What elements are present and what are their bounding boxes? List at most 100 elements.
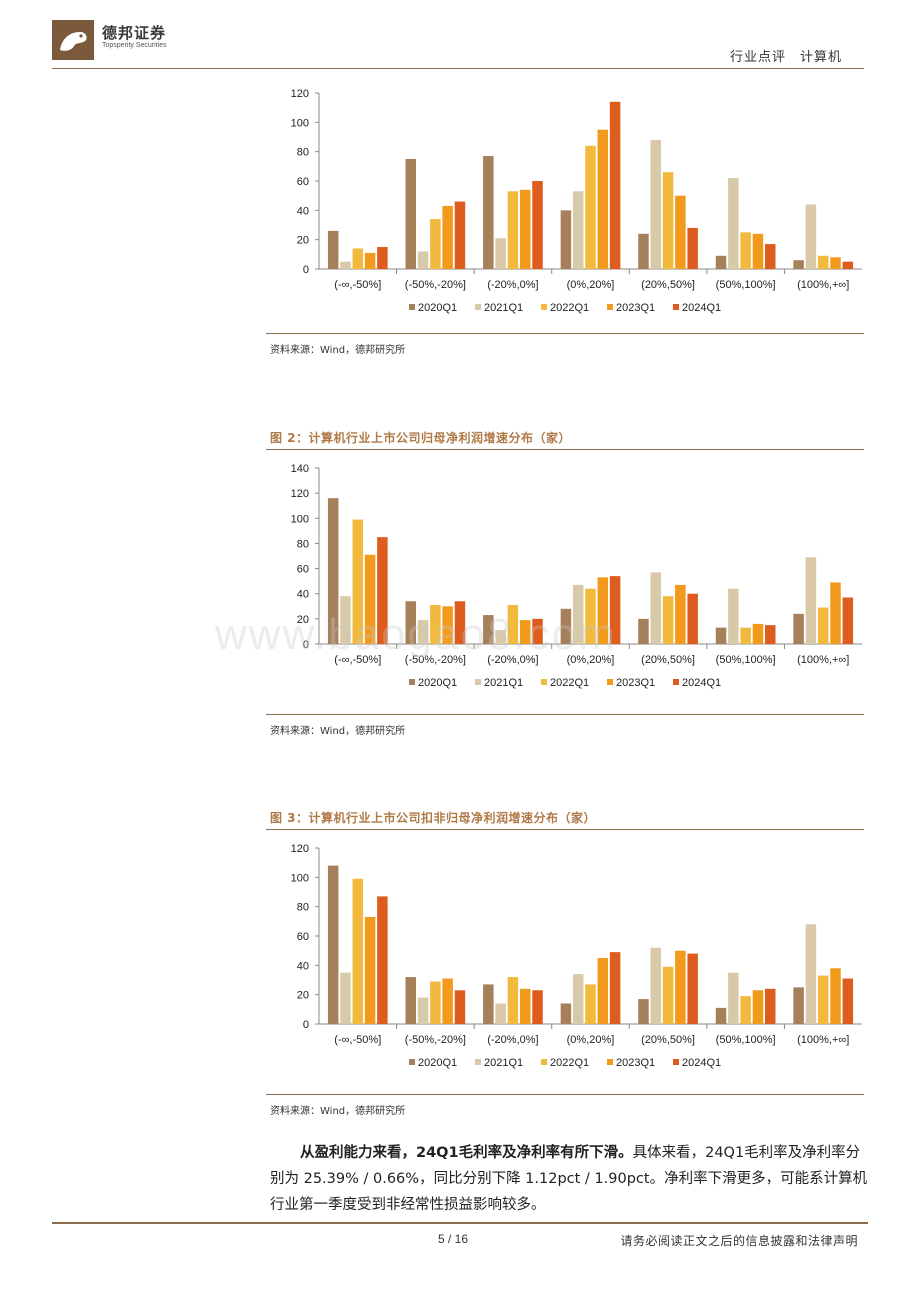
legend-swatch [475, 679, 481, 685]
legend-swatch [475, 1059, 481, 1065]
bar-2020Q1-5 [715, 255, 727, 269]
company-name-cn: 德邦证券 [102, 24, 167, 42]
bar-2022Q1-2 [507, 191, 519, 269]
bar-2024Q1-2 [532, 181, 543, 269]
bar-2023Q1-1 [442, 606, 453, 644]
bar-2022Q1-6 [817, 975, 829, 1024]
figure-2-source: 资料来源：Wind，德邦研究所 [270, 726, 406, 737]
bar-2022Q1-1 [430, 981, 441, 1024]
bar-2022Q1-4 [662, 172, 674, 269]
legend-label: 2024Q1 [682, 1057, 721, 1069]
legend-swatch [475, 304, 481, 310]
legend-label: 2022Q1 [550, 1057, 589, 1069]
bar-2020Q1-3 [560, 210, 572, 269]
bar-2023Q1-3 [597, 577, 609, 644]
legend-swatch [607, 1059, 613, 1065]
legend-label: 2022Q1 [550, 302, 589, 314]
bar-2020Q1-6 [793, 613, 804, 644]
bar-2022Q1-6 [817, 607, 829, 644]
bar-2024Q1-6 [842, 978, 854, 1024]
bar-2024Q1-1 [454, 601, 466, 644]
y-tick-label: 80 [297, 902, 309, 914]
bar-2020Q1-3 [560, 1003, 572, 1024]
legend-swatch [409, 304, 415, 310]
bar-2021Q1-1 [417, 620, 429, 644]
bar-2022Q1-5 [740, 232, 751, 269]
y-tick-label: 80 [297, 538, 309, 550]
x-tick-label: (-∞,-50%] [334, 1034, 381, 1046]
bar-2024Q1-1 [454, 201, 466, 269]
bar-2023Q1-6 [830, 968, 841, 1024]
bar-2020Q1-3 [560, 608, 572, 644]
page-number: 5 / 16 [438, 1232, 469, 1246]
legend-label: 2023Q1 [616, 302, 655, 314]
y-tick-label: 0 [303, 1019, 309, 1031]
bar-2020Q1-1 [405, 977, 417, 1024]
bar-2024Q1-0 [377, 247, 388, 269]
bar-2024Q1-2 [532, 618, 543, 644]
x-tick-label: (0%,20%] [567, 1034, 615, 1046]
legend-swatch [541, 1059, 547, 1065]
legend-swatch [607, 679, 613, 685]
header-divider [52, 68, 864, 69]
bar-2020Q1-6 [793, 987, 804, 1024]
bar-2022Q1-0 [352, 878, 364, 1024]
x-tick-label: (0%,20%] [567, 279, 615, 291]
legend-label: 2024Q1 [682, 677, 721, 689]
bar-2021Q1-0 [340, 261, 351, 269]
x-tick-label: (-20%,0%] [487, 1034, 538, 1046]
bar-2024Q1-6 [842, 597, 854, 644]
bar-2024Q1-4 [687, 227, 698, 269]
x-tick-label: (20%,50%] [641, 654, 695, 666]
x-tick-label: (100%,+∞] [797, 654, 849, 666]
legend-swatch [409, 679, 415, 685]
y-tick-label: 60 [297, 931, 309, 943]
bar-2022Q1-3 [585, 588, 596, 644]
bar-2023Q1-1 [442, 205, 453, 269]
footer-divider [52, 1222, 868, 1224]
bar-2024Q1-4 [687, 593, 698, 644]
x-tick-label: (50%,100%] [716, 1034, 776, 1046]
bar-2021Q1-3 [572, 584, 584, 644]
x-tick-label: (0%,20%] [567, 654, 615, 666]
bar-2023Q1-5 [752, 990, 764, 1024]
bar-2020Q1-2 [483, 156, 494, 269]
bar-2024Q1-0 [377, 896, 388, 1024]
bar-2020Q1-0 [327, 230, 339, 269]
y-tick-label: 120 [291, 843, 309, 855]
y-tick-label: 120 [291, 488, 309, 500]
figure-2-bottom-rule [266, 714, 864, 715]
bar-2021Q1-6 [805, 204, 817, 269]
bar-2021Q1-6 [805, 924, 817, 1024]
y-tick-label: 20 [297, 614, 309, 626]
bar-2024Q1-5 [764, 244, 776, 269]
bar-2022Q1-4 [662, 596, 674, 644]
bar-2023Q1-6 [830, 582, 841, 644]
bar-2023Q1-0 [364, 252, 376, 269]
legend-label: 2020Q1 [418, 302, 457, 314]
bar-2023Q1-1 [442, 978, 453, 1024]
y-tick-label: 40 [297, 960, 309, 972]
bar-2020Q1-4 [638, 233, 649, 269]
bar-2022Q1-1 [430, 219, 441, 269]
x-tick-label: (20%,50%] [641, 1034, 695, 1046]
bar-2021Q1-3 [572, 974, 584, 1024]
bar-2023Q1-4 [675, 195, 686, 269]
bar-2022Q1-0 [352, 248, 364, 269]
figure-3-top-rule [266, 829, 864, 830]
bar-2023Q1-5 [752, 233, 764, 269]
bar-2024Q1-6 [842, 261, 854, 269]
legend-label: 2021Q1 [484, 302, 523, 314]
bar-2023Q1-2 [519, 988, 531, 1024]
x-tick-label: (-50%,-20%] [405, 1034, 466, 1046]
y-tick-label: 140 [291, 463, 309, 475]
y-tick-label: 40 [297, 205, 309, 217]
bar-2021Q1-4 [650, 947, 662, 1024]
x-tick-label: (50%,100%] [716, 279, 776, 291]
y-tick-label: 60 [297, 564, 309, 576]
company-logo-icon [52, 20, 94, 60]
legend-label: 2020Q1 [418, 677, 457, 689]
y-tick-label: 0 [303, 264, 309, 276]
bar-2024Q1-3 [609, 952, 621, 1024]
legend-label: 2023Q1 [616, 1057, 655, 1069]
